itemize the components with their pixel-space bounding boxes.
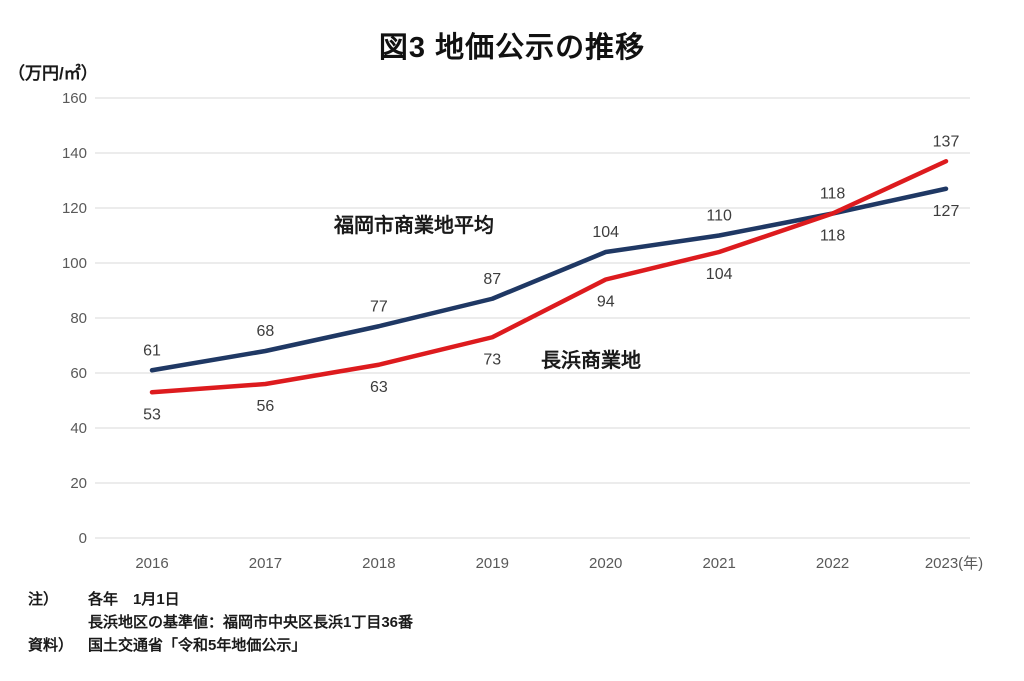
y-tick-label: 40	[70, 420, 87, 437]
data-label: 68	[257, 323, 275, 340]
y-tick-label: 20	[70, 475, 87, 492]
data-label: 94	[597, 294, 615, 311]
data-label: 118	[820, 228, 846, 245]
series-line-0	[149, 186, 949, 373]
series-label-fukuoka-commercial-average: 福岡市商業地平均	[334, 215, 494, 237]
x-tick-label: 2019	[476, 555, 509, 572]
note-row: 注） 各年 1月1日	[28, 588, 413, 611]
data-label: 104	[706, 266, 733, 283]
y-tick-label: 160	[62, 90, 87, 107]
note-row: 資料） 国土交通省「令和5年地価公示」	[28, 634, 413, 657]
x-tick-label: 2016	[135, 555, 168, 572]
note-label	[28, 611, 88, 634]
y-tick-label: 60	[70, 365, 87, 382]
x-tick-label: 2017	[249, 555, 282, 572]
footnotes: 注） 各年 1月1日 長浜地区の基準値：福岡市中央区長浜1丁目36番 資料） 国…	[28, 588, 413, 657]
y-tick-label: 80	[70, 310, 87, 327]
note-label: 注）	[28, 591, 59, 608]
note-label: 資料）	[28, 637, 74, 654]
note-text: 各年 1月1日	[88, 591, 180, 608]
data-label: 87	[483, 271, 501, 288]
series-label-nagahama-commercial: 長浜商業地	[541, 350, 641, 372]
data-label: 61	[143, 342, 161, 359]
x-tick-label: 2021	[702, 555, 735, 572]
data-label: 77	[370, 298, 388, 315]
y-axis-unit-label: （万円/㎡）	[8, 64, 98, 83]
note-row: 長浜地区の基準値：福岡市中央区長浜1丁目36番	[28, 611, 413, 634]
x-tick-label: 2022	[816, 555, 849, 572]
x-tick-label: 2023(年)	[925, 555, 983, 572]
chart-title: 図3 地価公示の推移	[378, 32, 646, 64]
note-text: 長浜地区の基準値：福岡市中央区長浜1丁目36番	[88, 614, 414, 631]
data-label: 104	[592, 224, 619, 241]
data-label: 137	[933, 133, 960, 150]
data-label: 127	[933, 203, 960, 220]
series-line-1	[149, 159, 949, 395]
data-label: 53	[143, 406, 161, 423]
y-tick-label: 100	[62, 255, 87, 272]
note-text: 国土交通省「令和5年地価公示」	[88, 637, 307, 654]
y-tick-label: 0	[79, 530, 87, 547]
y-tick-label: 120	[62, 200, 87, 217]
x-tick-label: 2018	[362, 555, 395, 572]
y-tick-label: 140	[62, 145, 87, 162]
data-label: 73	[483, 351, 501, 368]
data-label: 63	[370, 379, 388, 396]
data-label: 110	[706, 208, 732, 225]
x-tick-label: 2020	[589, 555, 622, 572]
data-label: 56	[257, 398, 275, 415]
data-label: 118	[820, 186, 846, 203]
